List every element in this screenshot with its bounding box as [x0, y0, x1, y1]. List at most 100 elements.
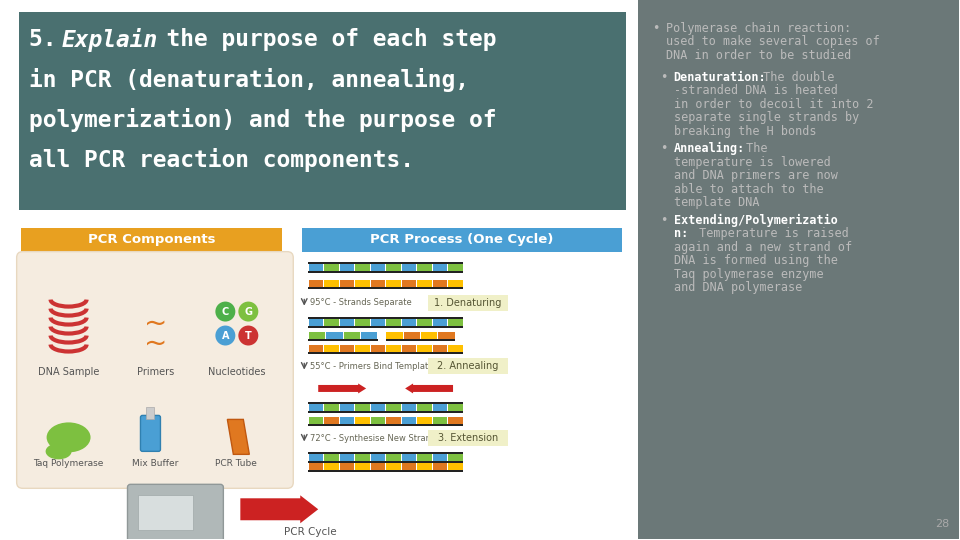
Bar	[308, 326, 463, 328]
Text: the purpose of each step: the purpose of each step	[139, 28, 497, 51]
Bar	[309, 345, 324, 352]
Bar	[340, 345, 354, 352]
Bar	[428, 295, 508, 310]
Text: The double: The double	[756, 71, 834, 84]
Bar	[324, 454, 339, 461]
Bar	[386, 404, 400, 411]
Text: 5.: 5.	[29, 28, 70, 51]
Text: 2. Annealing: 2. Annealing	[438, 361, 498, 372]
Text: PCR Cycle: PCR Cycle	[284, 527, 337, 537]
Text: Extending/Polymerizatio: Extending/Polymerizatio	[674, 214, 838, 227]
Bar	[147, 407, 155, 420]
Bar	[355, 454, 370, 461]
Text: and DNA primers are now: and DNA primers are now	[674, 169, 838, 183]
Text: ~: ~	[144, 329, 167, 357]
Bar	[308, 262, 463, 264]
Bar	[355, 345, 370, 352]
Bar	[386, 339, 455, 341]
Text: PCR Process (One Cycle): PCR Process (One Cycle)	[371, 233, 554, 246]
Bar	[324, 264, 339, 271]
Bar	[386, 319, 400, 326]
Bar	[308, 424, 463, 427]
Bar	[308, 402, 463, 404]
Bar	[433, 454, 447, 461]
Bar	[433, 417, 447, 424]
Text: temperature is lowered: temperature is lowered	[674, 156, 830, 169]
Text: The: The	[738, 143, 767, 156]
Text: Annealing:: Annealing:	[674, 143, 745, 156]
Bar	[340, 280, 354, 287]
Bar	[309, 264, 324, 271]
Bar	[355, 280, 370, 287]
Bar	[371, 454, 385, 461]
Bar	[344, 332, 360, 339]
Bar	[433, 463, 447, 470]
Bar	[21, 228, 282, 252]
Bar	[448, 345, 463, 352]
Bar	[401, 454, 416, 461]
FancyBboxPatch shape	[140, 415, 160, 451]
Bar	[324, 345, 339, 352]
Text: •: •	[660, 71, 667, 84]
Bar	[401, 345, 416, 352]
Bar	[324, 404, 339, 411]
Bar	[309, 332, 325, 339]
Bar	[309, 463, 324, 470]
Bar	[401, 319, 416, 326]
Text: breaking the H bonds: breaking the H bonds	[674, 125, 816, 138]
FancyArrow shape	[240, 495, 318, 523]
Bar	[309, 417, 324, 424]
Bar	[433, 319, 447, 326]
Bar	[386, 454, 400, 461]
Bar	[324, 417, 339, 424]
Text: n:: n:	[674, 227, 688, 240]
Text: Nucleotides: Nucleotides	[207, 368, 265, 377]
Bar	[309, 319, 324, 326]
Bar	[417, 404, 432, 411]
Bar	[428, 359, 508, 374]
Bar	[417, 319, 432, 326]
Text: •: •	[660, 214, 667, 227]
Text: •: •	[660, 143, 667, 156]
Bar	[417, 463, 432, 470]
Text: DNA in order to be studied: DNA in order to be studied	[665, 49, 851, 62]
Bar	[386, 463, 400, 470]
Bar	[401, 463, 416, 470]
Text: and DNA polymerase: and DNA polymerase	[674, 281, 802, 294]
Text: DNA Sample: DNA Sample	[37, 368, 99, 377]
Text: 55°C - Primers Bind Template: 55°C - Primers Bind Template	[310, 362, 434, 371]
Text: Polymerase chain reaction:: Polymerase chain reaction:	[665, 22, 851, 35]
Bar	[138, 495, 193, 530]
Text: G: G	[245, 307, 252, 316]
Bar	[417, 345, 432, 352]
Text: Primers: Primers	[137, 368, 174, 377]
Bar	[371, 264, 385, 271]
Bar	[386, 264, 400, 271]
Text: separate single strands by: separate single strands by	[674, 111, 859, 124]
Bar	[386, 345, 400, 352]
Bar	[371, 463, 385, 470]
Bar	[309, 454, 324, 461]
Bar	[371, 280, 385, 287]
Bar	[417, 280, 432, 287]
Text: used to make several copies of: used to make several copies of	[665, 36, 879, 49]
Bar	[448, 404, 463, 411]
Text: again and a new strand of: again and a new strand of	[674, 241, 852, 254]
Text: C: C	[222, 307, 229, 316]
Bar	[448, 463, 463, 470]
Bar	[309, 280, 324, 287]
FancyBboxPatch shape	[16, 252, 293, 488]
Bar	[324, 463, 339, 470]
Bar	[401, 417, 416, 424]
Bar	[448, 264, 463, 271]
Bar	[308, 287, 463, 288]
Text: -stranded DNA is heated: -stranded DNA is heated	[674, 84, 838, 97]
Polygon shape	[228, 420, 250, 454]
Ellipse shape	[46, 443, 72, 460]
Text: able to attach to the: able to attach to the	[674, 183, 824, 195]
Text: PCR Tube: PCR Tube	[215, 460, 257, 468]
Bar	[417, 417, 432, 424]
Text: 72°C - Synthesise New Strand: 72°C - Synthesise New Strand	[310, 434, 437, 443]
Bar	[340, 417, 354, 424]
Bar	[448, 280, 463, 287]
